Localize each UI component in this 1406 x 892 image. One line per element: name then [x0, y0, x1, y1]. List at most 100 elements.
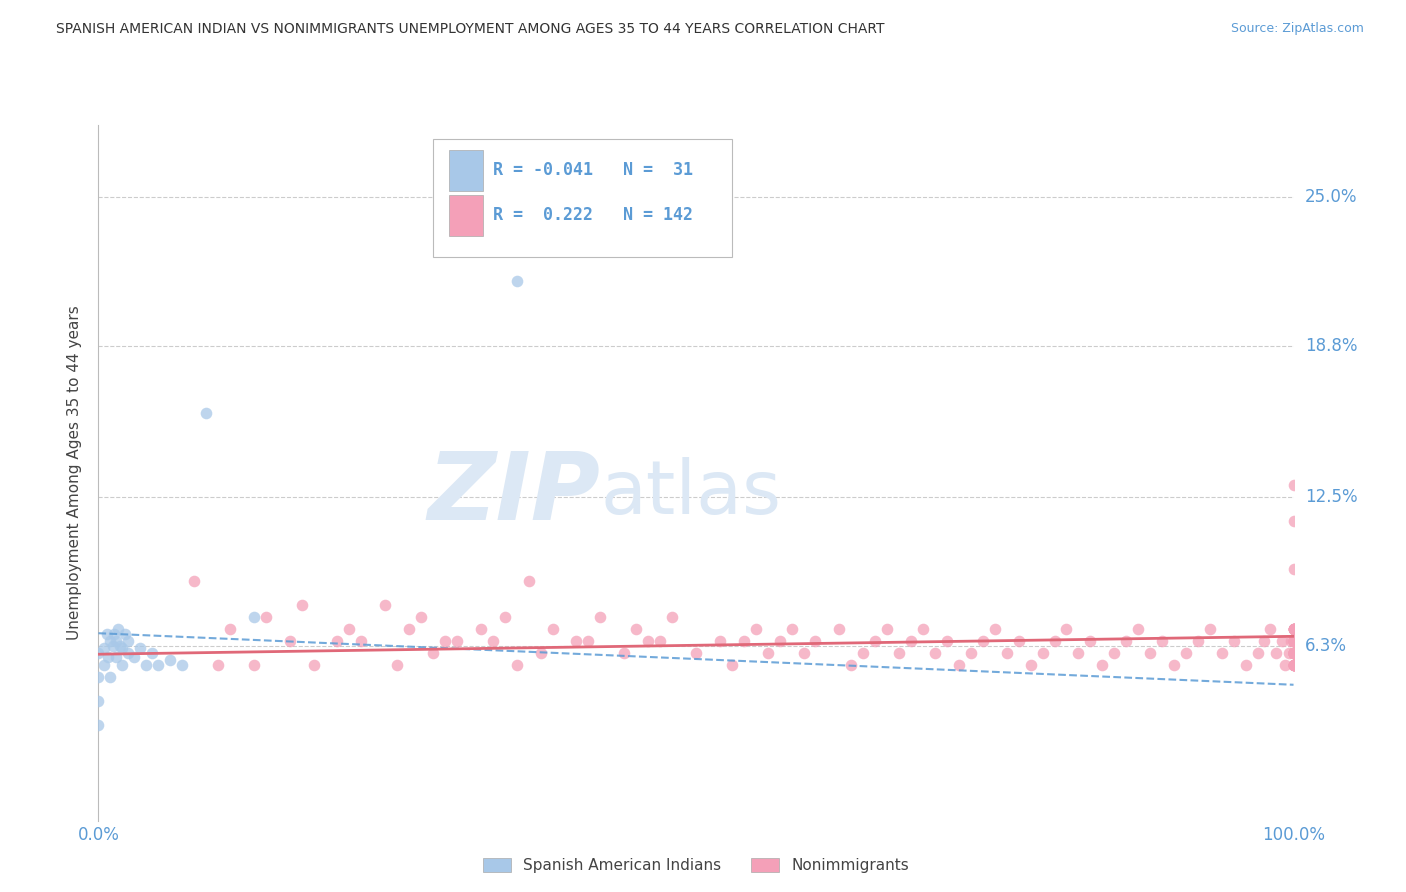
Point: [374, 598, 396, 612]
Point: [1282, 646, 1305, 660]
Point: [243, 657, 266, 672]
Point: [1282, 622, 1305, 636]
Point: [506, 274, 529, 288]
Point: [1282, 657, 1305, 672]
Point: [1282, 646, 1305, 660]
Point: [278, 633, 301, 648]
Point: [1282, 622, 1305, 636]
Point: [1282, 646, 1305, 660]
Point: [1139, 646, 1161, 660]
Point: [422, 646, 444, 660]
Point: [337, 622, 360, 636]
Point: [1282, 633, 1305, 648]
Point: [613, 646, 636, 660]
Point: [433, 633, 456, 648]
Point: [1279, 633, 1302, 648]
Point: [935, 633, 957, 648]
Point: [470, 622, 492, 636]
Point: [972, 633, 994, 648]
Point: [1282, 646, 1305, 660]
Point: [290, 598, 312, 612]
Point: [93, 657, 115, 672]
Point: [1234, 657, 1257, 672]
Point: [96, 626, 118, 640]
Point: [446, 633, 468, 648]
Point: [648, 633, 672, 648]
Point: [506, 657, 529, 672]
Point: [889, 646, 911, 660]
Y-axis label: Unemployment Among Ages 35 to 44 years: Unemployment Among Ages 35 to 44 years: [67, 305, 83, 640]
FancyBboxPatch shape: [449, 194, 484, 235]
Point: [1282, 657, 1305, 672]
Point: [948, 657, 970, 672]
Point: [1282, 646, 1305, 660]
Point: [1282, 633, 1305, 648]
Point: [302, 657, 325, 672]
Text: 6.3%: 6.3%: [1305, 637, 1347, 655]
Point: [1150, 633, 1173, 648]
Point: [721, 657, 744, 672]
Point: [87, 646, 110, 660]
Point: [1253, 633, 1275, 648]
Point: [1282, 646, 1305, 660]
Point: [1282, 633, 1305, 648]
Point: [1282, 657, 1305, 672]
Point: [1102, 646, 1125, 660]
Point: [876, 622, 898, 636]
Point: [576, 633, 599, 648]
Point: [1175, 646, 1198, 660]
Point: [1282, 646, 1305, 660]
Point: [1282, 646, 1305, 660]
Point: [1282, 622, 1305, 636]
Point: [1282, 657, 1305, 672]
Point: [517, 574, 540, 588]
Point: [172, 657, 194, 672]
Point: [1222, 633, 1246, 648]
Point: [1282, 633, 1305, 648]
Point: [141, 646, 163, 660]
Point: [1007, 633, 1029, 648]
Point: [1246, 646, 1268, 660]
Point: [98, 633, 122, 648]
Point: [1187, 633, 1209, 648]
Point: [685, 646, 707, 660]
Point: [983, 622, 1005, 636]
Point: [129, 640, 152, 655]
Point: [481, 633, 505, 648]
Text: 25.0%: 25.0%: [1305, 188, 1357, 206]
Point: [900, 633, 922, 648]
Point: [135, 657, 157, 672]
Point: [768, 633, 790, 648]
Point: [828, 622, 851, 636]
Point: [1282, 622, 1305, 636]
Point: [111, 640, 134, 655]
Point: [804, 633, 827, 648]
Point: [780, 622, 803, 636]
Point: [1282, 633, 1305, 648]
Point: [1282, 633, 1305, 648]
Point: [1282, 646, 1305, 660]
Text: R = -0.041   N =  31: R = -0.041 N = 31: [492, 161, 693, 179]
Point: [637, 633, 659, 648]
Point: [1278, 646, 1301, 660]
Point: [1258, 622, 1281, 636]
Point: [1282, 657, 1305, 672]
Point: [111, 657, 134, 672]
Point: [1282, 633, 1305, 648]
Point: [494, 609, 516, 624]
Point: [661, 609, 683, 624]
Point: [1282, 633, 1305, 648]
Point: [1282, 646, 1305, 660]
Point: [1282, 633, 1305, 648]
Point: [565, 633, 588, 648]
Point: [411, 609, 433, 624]
Legend: Spanish American Indians, Nonimmigrants: Spanish American Indians, Nonimmigrants: [477, 852, 915, 880]
Point: [529, 646, 551, 660]
Point: [108, 639, 131, 653]
Point: [350, 633, 373, 648]
Point: [1163, 657, 1185, 672]
Point: [101, 639, 124, 653]
Point: [959, 646, 981, 660]
Point: [1282, 657, 1305, 672]
Point: [1198, 622, 1220, 636]
